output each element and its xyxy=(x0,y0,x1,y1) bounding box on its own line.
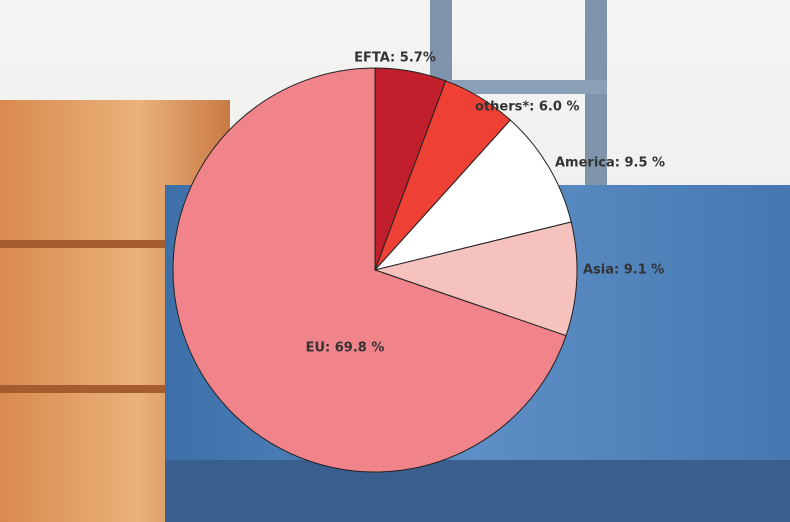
pie-slice xyxy=(373,221,578,337)
slice-label: America: 9.5 % xyxy=(555,156,665,171)
slice-label: EFTA: 5.7% xyxy=(354,51,436,66)
slice-label: EU: 69.8 % xyxy=(306,341,385,356)
pie-slice xyxy=(373,119,572,271)
slice-label: Asia: 9.1 % xyxy=(583,263,664,278)
pie xyxy=(172,67,578,473)
pie-slice xyxy=(172,67,567,473)
slice-label: others*: 6.0 % xyxy=(475,100,579,115)
